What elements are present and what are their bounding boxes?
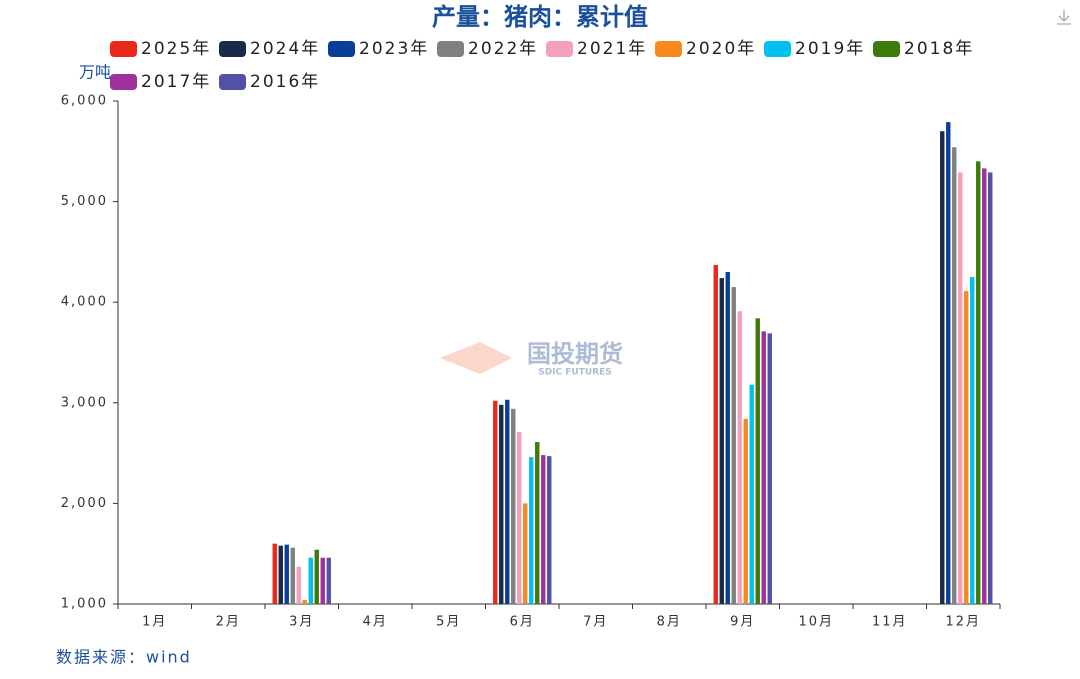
legend-swatch xyxy=(655,41,682,57)
legend-label: 2023年 xyxy=(359,39,429,59)
watermark-text: 国投期货 xyxy=(527,340,623,368)
bar xyxy=(952,147,957,604)
bar xyxy=(731,287,736,604)
x-tick-label: 1月 xyxy=(142,615,167,630)
legend-label: 2017年 xyxy=(141,72,211,92)
bar xyxy=(749,384,754,604)
bar xyxy=(547,456,552,604)
bar xyxy=(964,291,969,604)
legend-swatch xyxy=(764,41,791,57)
legend-swatch xyxy=(219,41,246,57)
legend-swatch xyxy=(328,41,355,57)
bar xyxy=(523,503,528,604)
bar xyxy=(517,431,522,604)
bar xyxy=(743,418,748,604)
legend-label: 2020年 xyxy=(686,39,756,59)
y-tick-label: 2,000 xyxy=(61,496,108,511)
bar xyxy=(505,399,510,604)
legend-label: 2021年 xyxy=(577,39,647,59)
legend-label: 2019年 xyxy=(795,39,865,59)
watermark: 国投期货 SDIC FUTURES xyxy=(440,340,623,378)
bar xyxy=(314,549,319,604)
bar xyxy=(946,122,951,604)
x-tick-label: 5月 xyxy=(436,615,461,630)
bar xyxy=(493,400,498,604)
bar xyxy=(958,172,963,604)
bar xyxy=(284,544,289,604)
bar xyxy=(737,311,742,604)
x-tick-label: 8月 xyxy=(657,615,682,630)
bar xyxy=(755,318,760,604)
legend-label: 2016年 xyxy=(250,72,320,92)
download-icon[interactable] xyxy=(1057,10,1071,25)
y-tick-label: 5,000 xyxy=(61,194,108,209)
bar xyxy=(988,172,993,604)
legend-label: 2022年 xyxy=(468,39,538,59)
bar xyxy=(296,566,301,604)
bar xyxy=(290,547,295,604)
bar xyxy=(511,408,516,604)
legend-label: 2024年 xyxy=(250,39,320,59)
legend-swatch xyxy=(873,41,900,57)
bar xyxy=(761,331,766,604)
watermark-logo xyxy=(440,342,512,374)
legend-swatch xyxy=(110,74,137,90)
bar xyxy=(982,168,987,605)
legend-swatch xyxy=(546,41,573,57)
x-tick-label: 9月 xyxy=(730,615,755,630)
bar xyxy=(535,442,540,604)
bar xyxy=(725,272,730,604)
x-tick-label: 7月 xyxy=(583,615,608,630)
legend-label: 2025年 xyxy=(141,39,211,59)
y-tick-label: 1,000 xyxy=(61,597,108,612)
legend-swatch xyxy=(110,41,137,57)
bar xyxy=(529,457,534,604)
bar xyxy=(320,557,325,604)
x-tick-label: 6月 xyxy=(510,615,535,630)
bar xyxy=(970,277,975,604)
bar xyxy=(767,333,772,604)
bar xyxy=(308,557,313,604)
x-tick-label: 4月 xyxy=(363,615,388,630)
y-tick-label: 3,000 xyxy=(61,395,108,410)
y-tick-label: 4,000 xyxy=(61,295,108,310)
x-tick-label: 3月 xyxy=(289,615,314,630)
source-note: 数据来源：wind xyxy=(56,648,192,667)
legend-swatch xyxy=(219,74,246,90)
bar xyxy=(713,264,718,604)
chart-title: 产量：猪肉：累计值 xyxy=(432,3,648,31)
x-tick-label: 12月 xyxy=(945,615,981,630)
bar xyxy=(719,278,724,604)
bar xyxy=(302,599,307,604)
bar xyxy=(976,161,981,605)
x-tick-label: 10月 xyxy=(798,615,834,630)
y-tick-label: 6,000 xyxy=(61,94,108,109)
bar xyxy=(499,404,504,604)
x-tick-label: 11月 xyxy=(872,615,908,630)
legend-label: 2018年 xyxy=(904,39,974,59)
bar xyxy=(272,543,277,604)
bar xyxy=(326,557,331,604)
y-axis-label: 万吨 xyxy=(79,63,111,82)
watermark-subtext: SDIC FUTURES xyxy=(538,368,612,378)
bar xyxy=(940,131,945,604)
bar xyxy=(278,545,283,604)
bar xyxy=(541,455,546,604)
legend-swatch xyxy=(437,41,464,57)
x-tick-label: 2月 xyxy=(216,615,241,630)
